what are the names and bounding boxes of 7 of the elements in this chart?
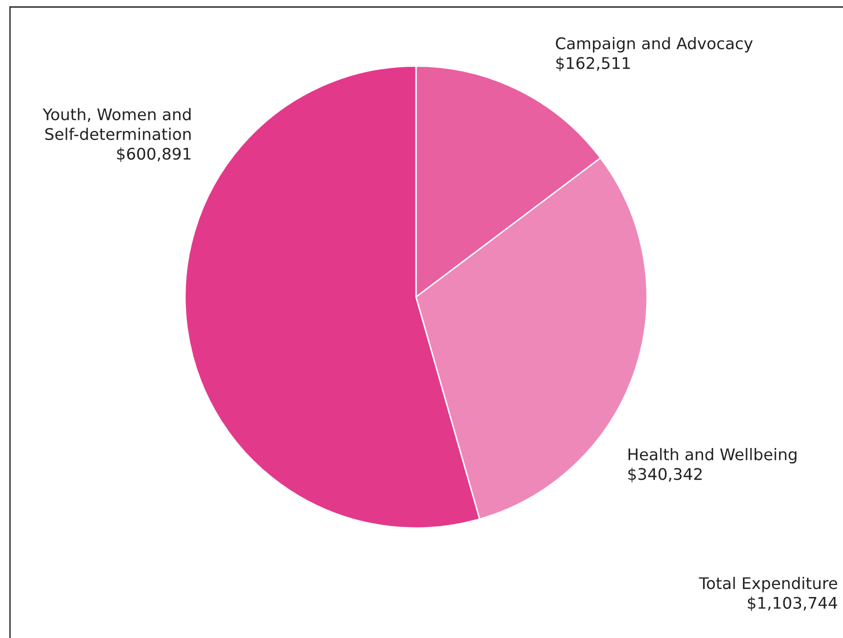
data-label: $340,342 — [628, 468, 702, 482]
data-label: $600,891 — [117, 147, 191, 162]
data-label: $162,511 — [556, 56, 630, 72]
slice-label: Campaign and Advocacy — [556, 37, 753, 52]
text: Total Expenditure $1,103,744 — [698, 576, 838, 612]
slice-label: Health and Wellbeing — [628, 448, 796, 464]
slice-label: Youth, Women and Self-determination — [42, 108, 191, 140]
